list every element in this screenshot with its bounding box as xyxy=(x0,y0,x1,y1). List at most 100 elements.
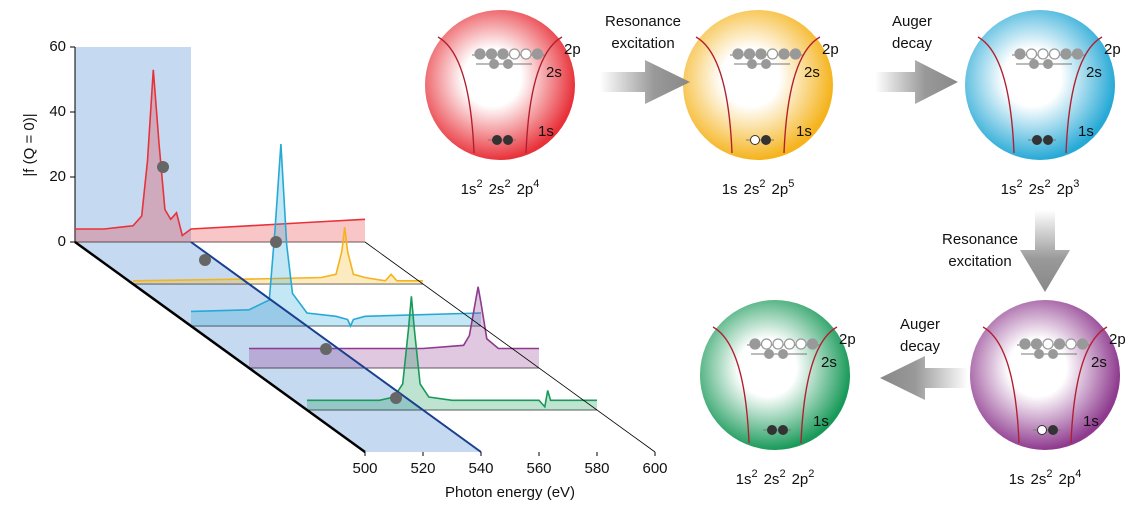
shaded-plane xyxy=(75,47,191,242)
y-tick-label: 40 xyxy=(49,103,66,120)
orbital: 2s xyxy=(764,471,780,488)
electron xyxy=(1049,426,1058,435)
electron xyxy=(1032,339,1042,349)
marker-dot xyxy=(270,236,282,248)
transition-label: decay xyxy=(900,338,941,355)
orbital: 2s xyxy=(1029,181,1045,198)
transition-label: Resonance xyxy=(942,231,1018,248)
electron xyxy=(533,49,543,59)
level-label: 2s xyxy=(804,64,820,81)
electron xyxy=(1061,49,1071,59)
figure: |f (Q = 0)| Photon energy (eV) 020406050… xyxy=(0,0,1126,506)
electron xyxy=(768,426,777,435)
occupancy: 2 xyxy=(1044,178,1050,190)
level-label: 2p xyxy=(564,41,581,58)
electron xyxy=(1027,49,1037,59)
electron xyxy=(1038,426,1047,435)
electron xyxy=(487,49,497,59)
orbital: 2s xyxy=(1031,471,1047,488)
level-label: 2p xyxy=(839,331,856,348)
electron xyxy=(1033,136,1042,145)
electron xyxy=(1050,49,1060,59)
occupancy: 4 xyxy=(1075,468,1081,480)
level-label: 2s xyxy=(1091,354,1107,371)
x-tick-label: 520 xyxy=(410,460,435,477)
x-tick-label: 500 xyxy=(352,460,377,477)
electron xyxy=(503,59,513,69)
electron xyxy=(1044,136,1053,145)
electron xyxy=(785,339,795,349)
orbital: 2p xyxy=(1057,181,1074,198)
electron xyxy=(521,49,531,59)
electron xyxy=(762,136,771,145)
electron xyxy=(808,339,818,349)
orbital: 1s xyxy=(461,181,477,198)
electron xyxy=(768,49,778,59)
transition-label: Resonance xyxy=(605,13,681,30)
y-tick-label: 60 xyxy=(49,38,66,55)
transition-label: excitation xyxy=(948,253,1011,270)
level-label: 1s xyxy=(1083,413,1099,430)
electron xyxy=(733,49,743,59)
level-label: 1s xyxy=(538,123,554,140)
level-label: 1s xyxy=(796,123,812,140)
transition-label: decay xyxy=(892,35,933,52)
electron xyxy=(504,136,513,145)
electron xyxy=(745,49,755,59)
electron xyxy=(791,49,801,59)
orbital: 1s xyxy=(1001,181,1017,198)
orbital: 2p xyxy=(517,181,534,198)
electron xyxy=(498,49,508,59)
orbital: 2p xyxy=(1059,471,1076,488)
electron xyxy=(1078,339,1088,349)
electron xyxy=(1073,49,1083,59)
electron xyxy=(750,339,760,349)
occupancy: 2 xyxy=(759,178,765,190)
electron xyxy=(796,339,806,349)
marker-dot xyxy=(390,392,402,404)
x-tick-label: 540 xyxy=(468,460,493,477)
marker-dot xyxy=(199,254,211,266)
orbital: 1s xyxy=(1009,471,1025,488)
occupancy: 2 xyxy=(751,468,757,480)
occupancy: 2 xyxy=(779,468,785,480)
electron xyxy=(1066,339,1076,349)
level-label: 2s xyxy=(821,354,837,371)
x-tick-label: 560 xyxy=(526,460,551,477)
occupancy: 2 xyxy=(808,468,814,480)
orbital: 1s xyxy=(736,471,752,488)
electron xyxy=(779,49,789,59)
occupancy: 5 xyxy=(788,178,794,190)
level-label: 1s xyxy=(1078,123,1094,140)
electron xyxy=(1043,339,1053,349)
electron xyxy=(747,59,757,69)
electron xyxy=(1048,349,1058,359)
transition-label: Auger xyxy=(892,13,932,30)
electron xyxy=(1043,59,1053,69)
occupancy: 2 xyxy=(1016,178,1022,190)
electron xyxy=(761,59,771,69)
electron xyxy=(1020,339,1030,349)
electron xyxy=(1015,49,1025,59)
electron xyxy=(510,49,520,59)
electron xyxy=(1055,339,1065,349)
level-label: 2s xyxy=(546,64,562,81)
electron xyxy=(778,349,788,359)
orbital: 1s xyxy=(722,181,738,198)
electron xyxy=(489,59,499,69)
electron xyxy=(475,49,485,59)
electron xyxy=(1029,59,1039,69)
level-label: 2s xyxy=(1086,64,1102,81)
electron xyxy=(756,49,766,59)
transition-label: Auger xyxy=(900,316,940,333)
transition-arrow xyxy=(600,60,690,104)
level-label: 2p xyxy=(1104,41,1121,58)
y-axis-title: |f (Q = 0)| xyxy=(21,113,38,176)
y-tick-label: 20 xyxy=(49,168,66,185)
level-label: 1s xyxy=(813,413,829,430)
marker-dot xyxy=(320,343,332,355)
transition-arrow xyxy=(880,356,968,400)
